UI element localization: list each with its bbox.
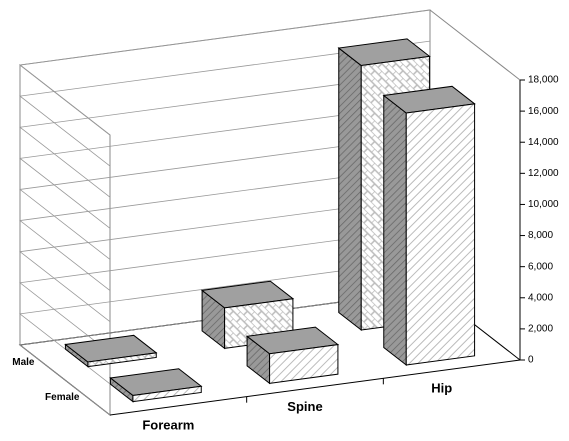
grid-line — [19, 227, 431, 354]
y-tick-label: 10,000 — [528, 199, 559, 210]
grid-line — [19, 165, 431, 291]
y-tick-label: 14,000 — [528, 137, 559, 148]
x-tick-label: Hip — [431, 381, 452, 396]
grid-line — [19, 40, 431, 167]
bar-side — [383, 94, 407, 367]
y-tick-label: 8,000 — [528, 230, 553, 241]
series-label: Male — [12, 357, 35, 368]
bar-front — [405, 103, 476, 366]
grid-line — [19, 102, 431, 229]
x-tick-label: Forearm — [142, 417, 194, 432]
y-tick-label: 0 — [528, 355, 534, 366]
y-tick-label: 2,000 — [528, 324, 553, 335]
y-tick-label: 18,000 — [528, 75, 559, 86]
series-label: Female — [45, 392, 80, 403]
grid-line — [19, 9, 431, 136]
right-wall-top — [429, 9, 521, 81]
grid-line — [19, 196, 431, 322]
grid-line — [19, 71, 431, 198]
y-tick-label: 4,000 — [528, 292, 553, 303]
grid-line — [19, 134, 431, 260]
bar-front — [132, 385, 202, 403]
x-tick-label: Spine — [287, 399, 322, 414]
bar-front — [269, 344, 339, 384]
bar-front — [87, 352, 157, 368]
bar-side — [338, 47, 362, 332]
y-tick-label: 12,000 — [528, 168, 559, 179]
y-tick-label: 6,000 — [528, 261, 553, 272]
y-tick-label: 16,000 — [528, 106, 559, 117]
